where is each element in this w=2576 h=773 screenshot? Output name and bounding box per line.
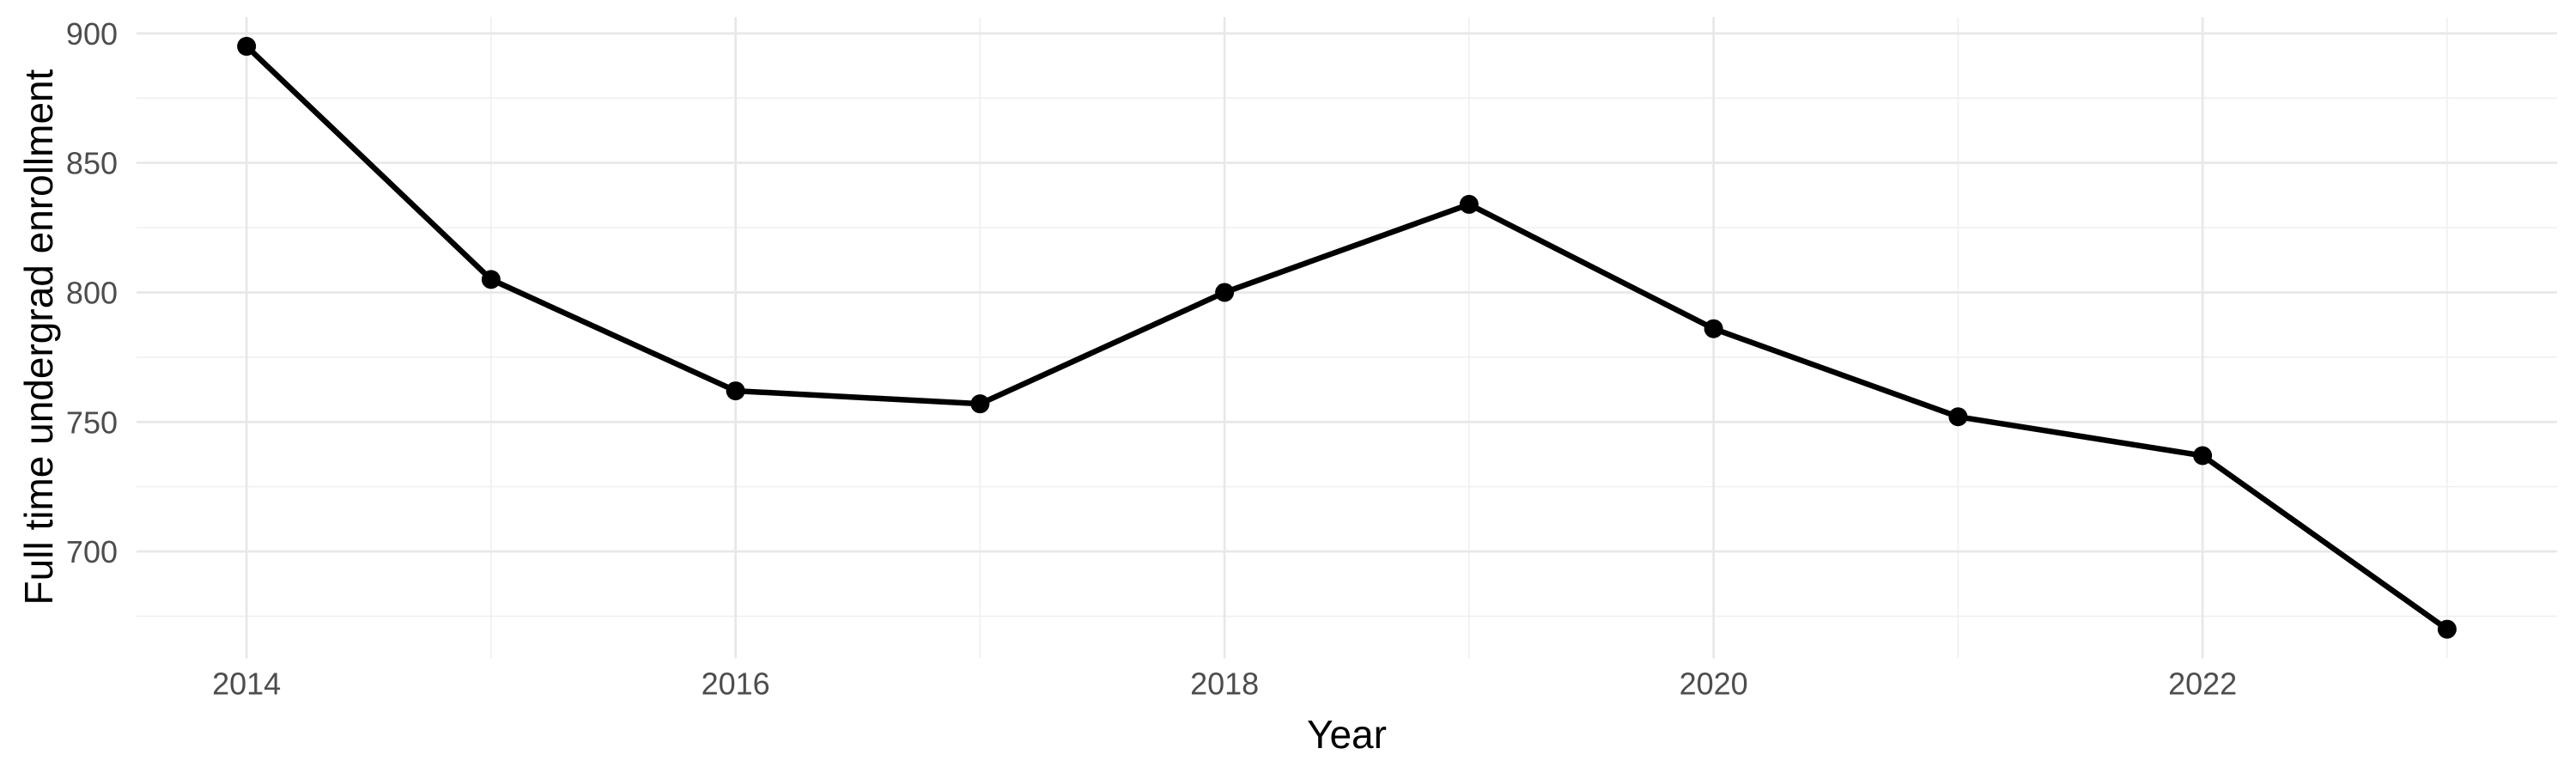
y-tick-label: 850 — [66, 146, 118, 181]
data-point — [1704, 319, 1723, 338]
data-point — [237, 36, 257, 56]
x-tick-label: 2014 — [212, 666, 281, 702]
y-tick-label: 800 — [66, 275, 118, 310]
x-tick-label: 2016 — [702, 666, 770, 702]
data-point — [970, 394, 990, 414]
data-point — [2193, 446, 2213, 466]
x-tick-label: 2018 — [1190, 666, 1259, 702]
x-tick-label: 2020 — [1680, 666, 1748, 702]
data-point — [481, 270, 501, 289]
y-tick-label: 900 — [66, 16, 118, 52]
x-axis-title: Year — [1307, 712, 1387, 757]
data-point — [2437, 619, 2457, 639]
y-tick-label: 700 — [66, 534, 118, 569]
y-axis-title: Full time undergrad enrollment — [16, 69, 61, 606]
y-tick-label: 750 — [66, 405, 118, 440]
data-line — [244, 44, 2449, 632]
data-point — [1948, 407, 1968, 427]
data-point — [1459, 194, 1479, 214]
data-point — [1215, 283, 1235, 302]
data-point — [726, 381, 745, 401]
x-tick-label: 2022 — [2168, 666, 2237, 702]
